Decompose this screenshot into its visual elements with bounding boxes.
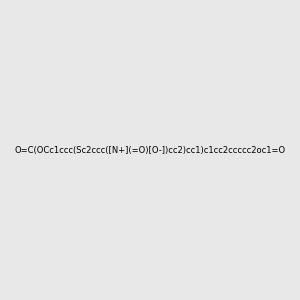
- Text: O=C(OCc1ccc(Sc2ccc([N+](=O)[O-])cc2)cc1)c1cc2ccccc2oc1=O: O=C(OCc1ccc(Sc2ccc([N+](=O)[O-])cc2)cc1)…: [14, 146, 286, 154]
